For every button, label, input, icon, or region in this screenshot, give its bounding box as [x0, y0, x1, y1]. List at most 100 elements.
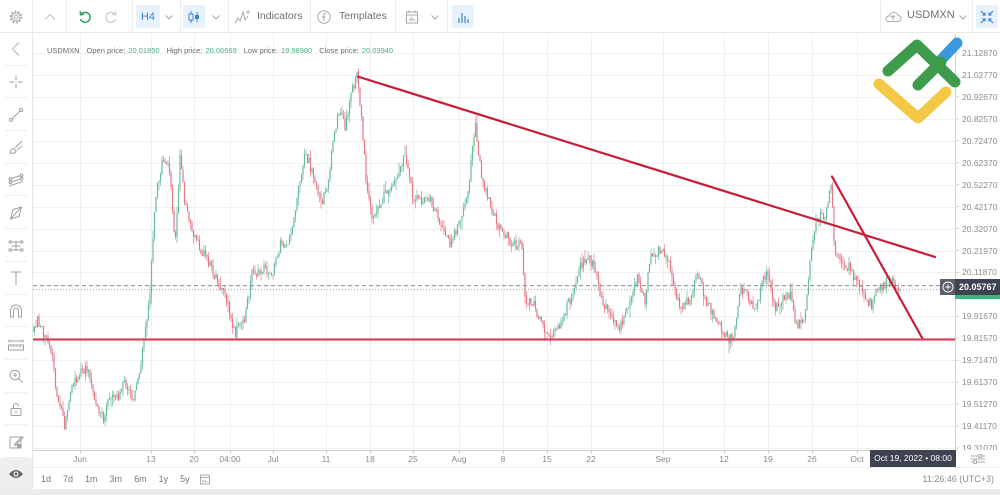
- templates-icon: [317, 9, 331, 24]
- close-price-value: 20.03940: [361, 46, 394, 55]
- fib-levels-tool[interactable]: [0, 229, 32, 262]
- low-price-value: 19.98980: [280, 46, 313, 55]
- time-tick-label: Jun: [73, 454, 87, 464]
- polygon-tool[interactable]: [0, 197, 32, 230]
- time-tick-label: Jul: [267, 454, 279, 464]
- time-tick-label: 8: [500, 454, 506, 464]
- polygon-icon: [9, 206, 23, 220]
- price-tick-label: 20.62370: [962, 157, 998, 168]
- date-range-button[interactable]: [403, 5, 421, 28]
- magnet-tool[interactable]: [0, 295, 32, 328]
- bar-chart-icon: [458, 12, 469, 23]
- range-button-1y[interactable]: 1y: [158, 474, 169, 484]
- templates-button[interactable]: [316, 5, 392, 28]
- crosshair-icon: [9, 75, 23, 89]
- zoom-in-tool[interactable]: [0, 360, 32, 393]
- volume-toggle-button[interactable]: [452, 5, 474, 28]
- chart-axes: [33, 34, 959, 467]
- range-button-6m[interactable]: 6m: [134, 474, 147, 484]
- ohlc-info-bar: USDMXN Open price: 20.01850 High price: 20…: [47, 45, 393, 57]
- calendar-icon: [199, 474, 210, 485]
- drawings[interactable]: [33, 75, 955, 341]
- price-tick-label: 19.81570: [962, 333, 998, 344]
- toggle-drawings-visibility[interactable]: [0, 458, 32, 490]
- time-tick-label: 19: [763, 454, 773, 464]
- crosshair-time-label: Oct 19, 2022 • 08:00: [870, 450, 956, 467]
- symbol-dropdown[interactable]: [955, 5, 970, 28]
- settings-button[interactable]: [6, 5, 26, 28]
- candlesticks: [33, 67, 901, 431]
- lock-drawings-tool[interactable]: [0, 393, 32, 426]
- clock: 11:26:46 (UTC+3): [922, 474, 994, 484]
- parallel-channel-icon: [8, 173, 24, 187]
- hide-sidebar-button[interactable]: [0, 33, 32, 66]
- price-tick-label: 20.72470: [962, 135, 998, 146]
- time-tick-label: 12: [719, 454, 729, 464]
- trend-line-tool[interactable]: [0, 98, 32, 131]
- magnet-icon: [10, 304, 22, 318]
- plus-circle-icon: [942, 281, 953, 293]
- price-tick-label: 20.52270: [962, 179, 998, 190]
- time-tick-label: 20: [189, 454, 199, 464]
- open-price-value: 20.01850: [128, 46, 160, 55]
- indicators-button[interactable]: [234, 5, 306, 28]
- candlestick-icon: [188, 10, 199, 23]
- price-tick-label: 20.92670: [962, 91, 998, 102]
- range-selector: 1d 7d 1m 3m 6m 1y 5y: [41, 468, 211, 490]
- price-tick-label: 19.91670: [962, 311, 998, 322]
- price-tick-label: 19.51270: [962, 399, 998, 410]
- steep-resistance-trendline[interactable]: [830, 175, 925, 341]
- templates-label: Templates: [339, 10, 387, 22]
- close-price: Close price: 20.03940: [319, 45, 393, 57]
- add-alert-button[interactable]: [940, 278, 955, 295]
- redo-button[interactable]: [102, 5, 120, 28]
- axis-settings-button[interactable]: [968, 452, 988, 466]
- text-icon: [11, 271, 21, 286]
- custom-range-button[interactable]: [199, 473, 211, 485]
- high-price: High price: 20.06669: [167, 45, 237, 57]
- descending-resistance-trendline[interactable]: [356, 75, 937, 259]
- collapse-arrows-icon: [980, 10, 994, 23]
- top-toolbar: H4 Indicators Templates USDMXN: [0, 0, 1000, 33]
- fib-levels-icon: [8, 239, 24, 252]
- low-price-label: Low price:: [243, 46, 278, 55]
- date-range-dropdown[interactable]: [427, 5, 442, 28]
- cloud-upload-icon: [885, 11, 902, 22]
- price-tick-label: 19.71470: [962, 355, 998, 366]
- measure-tool[interactable]: [0, 327, 32, 360]
- chart-type-dropdown[interactable]: [208, 5, 223, 28]
- symbol-selector[interactable]: [884, 5, 960, 28]
- chart-type-button[interactable]: [183, 5, 205, 28]
- price-tick-label: 20.42170: [962, 201, 998, 212]
- price-tick-label: 21.12870: [962, 48, 998, 58]
- symbol-label: USDMXN: [907, 9, 955, 21]
- brush-tool[interactable]: [0, 131, 32, 164]
- timeframe-button[interactable]: H4: [136, 5, 160, 28]
- timeframe-dropdown[interactable]: [161, 5, 176, 28]
- timeframe-label: H4: [140, 10, 156, 23]
- time-tick-label: 15: [542, 454, 552, 464]
- current-price-label: 20.05767: [955, 278, 1000, 295]
- crosshair-tool[interactable]: [0, 66, 32, 99]
- price-axis[interactable]: 21.12870 21.02770 20.92670 20.82570 20.72470…: [956, 34, 1000, 450]
- exit-fullscreen-button[interactable]: [976, 5, 998, 28]
- high-price-label: High price:: [166, 46, 203, 55]
- undo-button[interactable]: [76, 5, 94, 28]
- text-tool[interactable]: [0, 262, 32, 295]
- time-tick-label: 26: [807, 454, 817, 464]
- range-button-1m[interactable]: 1m: [85, 474, 98, 484]
- range-button-1d[interactable]: 1d: [41, 474, 52, 484]
- time-tick-label: Sep: [655, 454, 671, 464]
- edit-drawings-tool[interactable]: [0, 425, 32, 458]
- collapse-toolbar-button[interactable]: [40, 5, 60, 28]
- drawing-tools-sidebar: [0, 33, 33, 495]
- range-button-3m[interactable]: 3m: [109, 474, 123, 484]
- range-button-7d[interactable]: 7d: [63, 474, 74, 484]
- range-button-5y[interactable]: 5y: [180, 474, 190, 484]
- high-price-value: 20.06669: [205, 46, 237, 55]
- time-axis[interactable]: Jun 13 20 04:00 Jul 11 18 25 Aug 8 15 22 Sep 12 19 26 Oc…: [33, 451, 955, 467]
- price-tick-label: 19.61370: [962, 377, 998, 388]
- parallel-channel-tool[interactable]: [0, 164, 32, 197]
- time-tick-label: Aug: [451, 454, 467, 464]
